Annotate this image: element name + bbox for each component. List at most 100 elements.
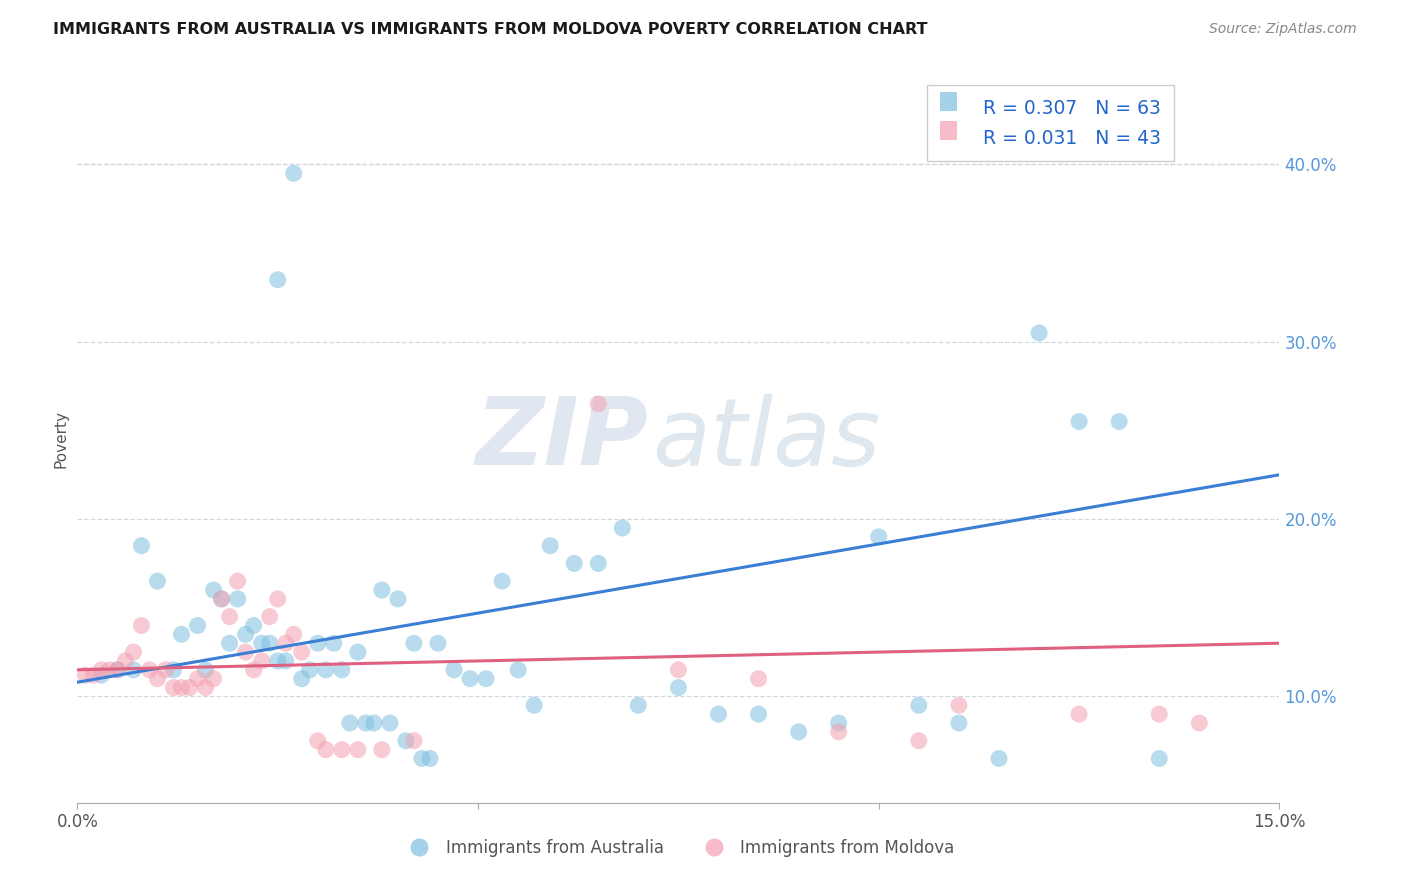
Point [259,636,281,650]
Point [1069,415,1091,429]
Point [748,672,770,686]
Point [988,751,1011,765]
Point [491,574,513,589]
Point [419,751,441,765]
Point [218,636,240,650]
Point [98,663,121,677]
Point [562,557,585,571]
Point [138,663,160,677]
Point [411,751,433,765]
Point [267,273,290,287]
Point [402,733,425,747]
Point [283,627,305,641]
Point [828,724,851,739]
Point [627,698,650,713]
Point [347,742,370,756]
Point [339,716,361,731]
Point [75,668,97,682]
Point [588,557,610,571]
Y-axis label: Poverty: Poverty [53,410,69,468]
Point [187,672,209,686]
Point [226,591,249,606]
Point [748,707,770,722]
Legend: Immigrants from Australia, Immigrants from Moldova: Immigrants from Australia, Immigrants fr… [395,832,962,863]
Point [371,582,394,597]
Point [242,663,264,677]
Point [378,716,401,731]
Point [291,645,314,659]
Point [1028,326,1050,340]
Point [948,716,970,731]
Point [298,663,321,677]
Point [122,645,145,659]
Point [155,663,177,677]
Point [668,681,690,695]
Point [948,698,970,713]
Point [1069,707,1091,722]
Point [122,663,145,677]
Point [508,663,530,677]
Point [107,663,129,677]
Text: IMMIGRANTS FROM AUSTRALIA VS IMMIGRANTS FROM MOLDOVA POVERTY CORRELATION CHART: IMMIGRANTS FROM AUSTRALIA VS IMMIGRANTS … [53,22,928,37]
Point [267,591,290,606]
Point [211,591,233,606]
Point [291,672,314,686]
Point [1149,751,1171,765]
Point [330,742,353,756]
Point [114,654,136,668]
Text: atlas: atlas [652,393,880,485]
Point [868,530,890,544]
Point [371,742,394,756]
Point [523,698,546,713]
Point [131,618,153,632]
Point [274,636,297,650]
Point [307,636,329,650]
Point [90,668,112,682]
Point [588,397,610,411]
Point [612,521,634,535]
Point [107,663,129,677]
Point [250,636,273,650]
Point [908,698,931,713]
Point [322,636,344,650]
Point [162,663,184,677]
Point [235,627,257,641]
Point [828,716,851,731]
Point [787,724,810,739]
Point [170,681,193,695]
Point [427,636,450,650]
Point [90,663,112,677]
Point [194,681,217,695]
Point [202,582,225,597]
Point [131,539,153,553]
Point [908,733,931,747]
Point [475,672,498,686]
Point [187,618,209,632]
Point [218,609,240,624]
Point [307,733,329,747]
Point [146,574,169,589]
Point [387,591,409,606]
Point [235,645,257,659]
Point [202,672,225,686]
Point [259,609,281,624]
Point [250,654,273,668]
Point [274,654,297,668]
Point [179,681,201,695]
Point [363,716,385,731]
Point [194,663,217,677]
Text: ZIP: ZIP [475,393,648,485]
Point [668,663,690,677]
Point [211,591,233,606]
Point [267,654,290,668]
Point [443,663,465,677]
Point [395,733,418,747]
Point [1149,707,1171,722]
Point [538,539,561,553]
Point [226,574,249,589]
Text: Source: ZipAtlas.com: Source: ZipAtlas.com [1209,22,1357,37]
Point [1188,716,1211,731]
Point [330,663,353,677]
Point [402,636,425,650]
Point [283,166,305,180]
